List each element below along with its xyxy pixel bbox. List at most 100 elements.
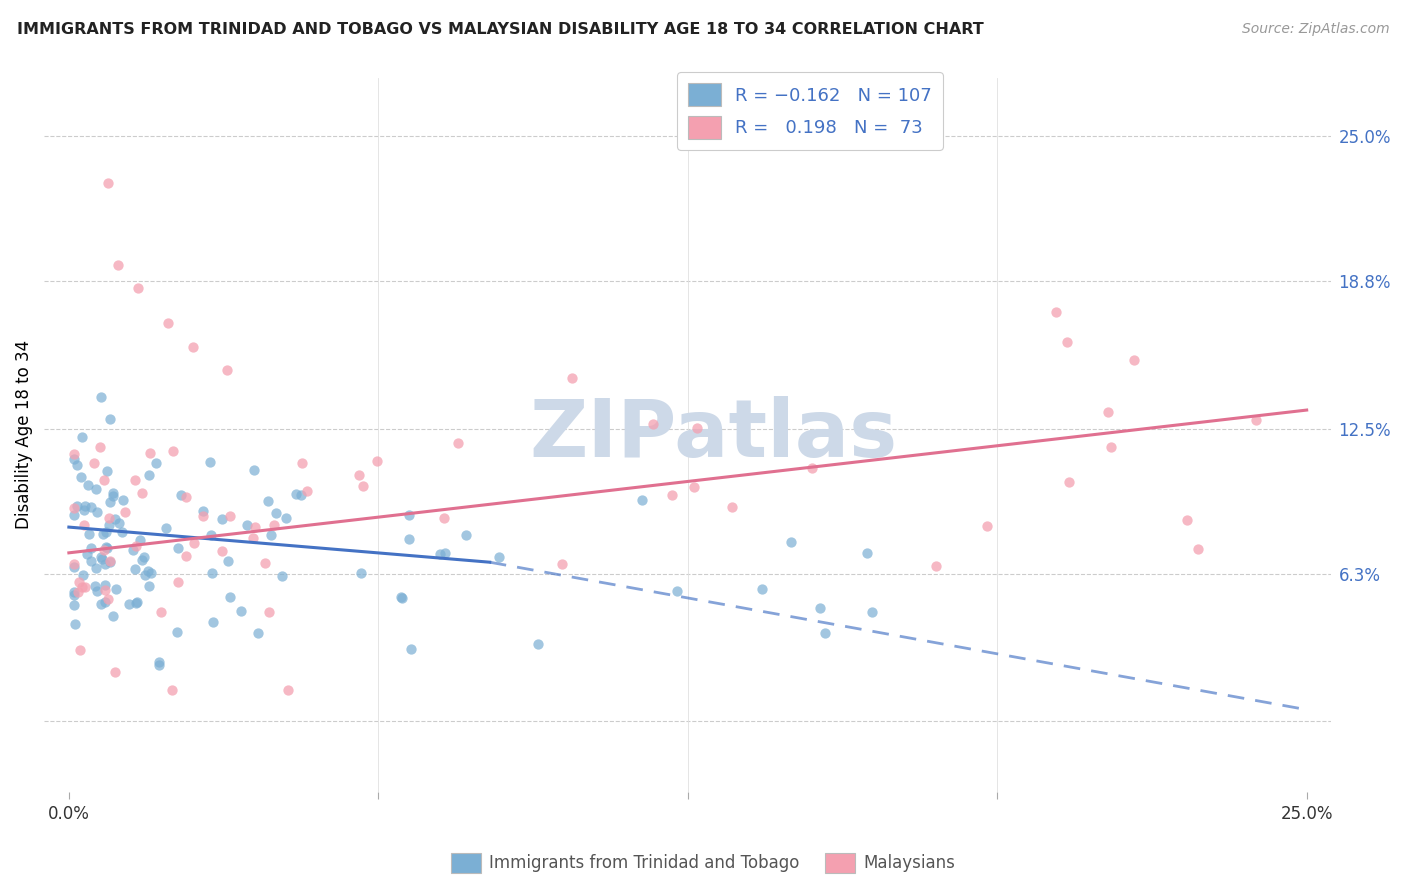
Point <box>149 605 172 619</box>
Point <box>284 487 307 501</box>
Point <box>391 591 413 605</box>
Point <box>434 546 457 560</box>
Point <box>661 488 683 502</box>
Point <box>217 554 239 568</box>
Point <box>290 488 312 502</box>
Point <box>211 511 233 525</box>
Point <box>780 534 803 549</box>
Point <box>84 482 107 496</box>
Point <box>86 561 108 575</box>
Point <box>264 506 287 520</box>
Point <box>814 626 837 640</box>
Point <box>350 566 373 581</box>
Point <box>93 543 115 558</box>
Point <box>1056 334 1078 349</box>
Point <box>117 597 139 611</box>
Point <box>193 504 215 518</box>
Point <box>274 511 297 525</box>
Point <box>77 527 100 541</box>
Point <box>63 598 86 612</box>
Point <box>148 658 170 673</box>
Point <box>141 566 163 580</box>
Point <box>561 371 583 385</box>
Point <box>1045 305 1067 319</box>
Point <box>96 464 118 478</box>
Point <box>145 456 167 470</box>
Text: ZIPatlas: ZIPatlas <box>530 396 897 474</box>
Point <box>1097 405 1119 419</box>
Point <box>98 411 121 425</box>
Point <box>97 176 120 190</box>
Point <box>108 516 131 530</box>
Point <box>257 493 280 508</box>
Point <box>211 544 233 558</box>
Point <box>69 643 91 657</box>
Point <box>181 340 204 354</box>
Point <box>111 524 134 539</box>
Point <box>686 421 709 435</box>
Point <box>682 480 704 494</box>
Point <box>242 463 264 477</box>
Point <box>721 500 744 514</box>
Point <box>183 536 205 550</box>
Point <box>366 454 388 468</box>
Point <box>643 417 665 432</box>
Point <box>808 600 831 615</box>
Point <box>97 510 120 524</box>
Point <box>107 258 129 272</box>
Point <box>160 683 183 698</box>
Point <box>399 642 422 657</box>
Point <box>63 616 86 631</box>
Point <box>72 430 94 444</box>
Point <box>398 508 420 523</box>
Point <box>136 564 159 578</box>
Point <box>134 568 156 582</box>
Point <box>176 549 198 563</box>
Point <box>347 468 370 483</box>
Point <box>218 509 240 524</box>
Point <box>131 485 153 500</box>
Y-axis label: Disability Age 18 to 34: Disability Age 18 to 34 <box>15 340 32 529</box>
Point <box>98 555 121 569</box>
Point <box>72 568 94 582</box>
Point <box>101 486 124 500</box>
Text: Source: ZipAtlas.com: Source: ZipAtlas.com <box>1241 22 1389 37</box>
Point <box>166 625 188 640</box>
Point <box>551 557 574 571</box>
Point <box>124 473 146 487</box>
Point <box>1244 413 1267 427</box>
Point <box>90 597 112 611</box>
Point <box>174 490 197 504</box>
Point <box>101 489 124 503</box>
Point <box>352 479 374 493</box>
Point <box>433 510 456 524</box>
Point <box>69 469 91 483</box>
Point <box>1175 513 1198 527</box>
Point <box>80 554 103 568</box>
Point <box>89 440 111 454</box>
Point <box>89 390 111 404</box>
Point <box>263 518 285 533</box>
Point <box>112 492 135 507</box>
Point <box>97 518 120 533</box>
Point <box>63 584 86 599</box>
Point <box>63 501 86 516</box>
Point <box>162 444 184 458</box>
Point <box>751 582 773 596</box>
Point <box>231 604 253 618</box>
Point <box>131 553 153 567</box>
Point <box>924 559 946 574</box>
Point <box>198 455 221 469</box>
Point <box>167 574 190 589</box>
Point <box>246 625 269 640</box>
Point <box>260 528 283 542</box>
Point <box>170 488 193 502</box>
Point <box>856 546 879 560</box>
Point <box>66 458 89 472</box>
Point <box>104 511 127 525</box>
Point <box>83 579 105 593</box>
Point <box>156 317 179 331</box>
Point <box>125 595 148 609</box>
Point <box>70 580 93 594</box>
Point <box>398 532 420 546</box>
